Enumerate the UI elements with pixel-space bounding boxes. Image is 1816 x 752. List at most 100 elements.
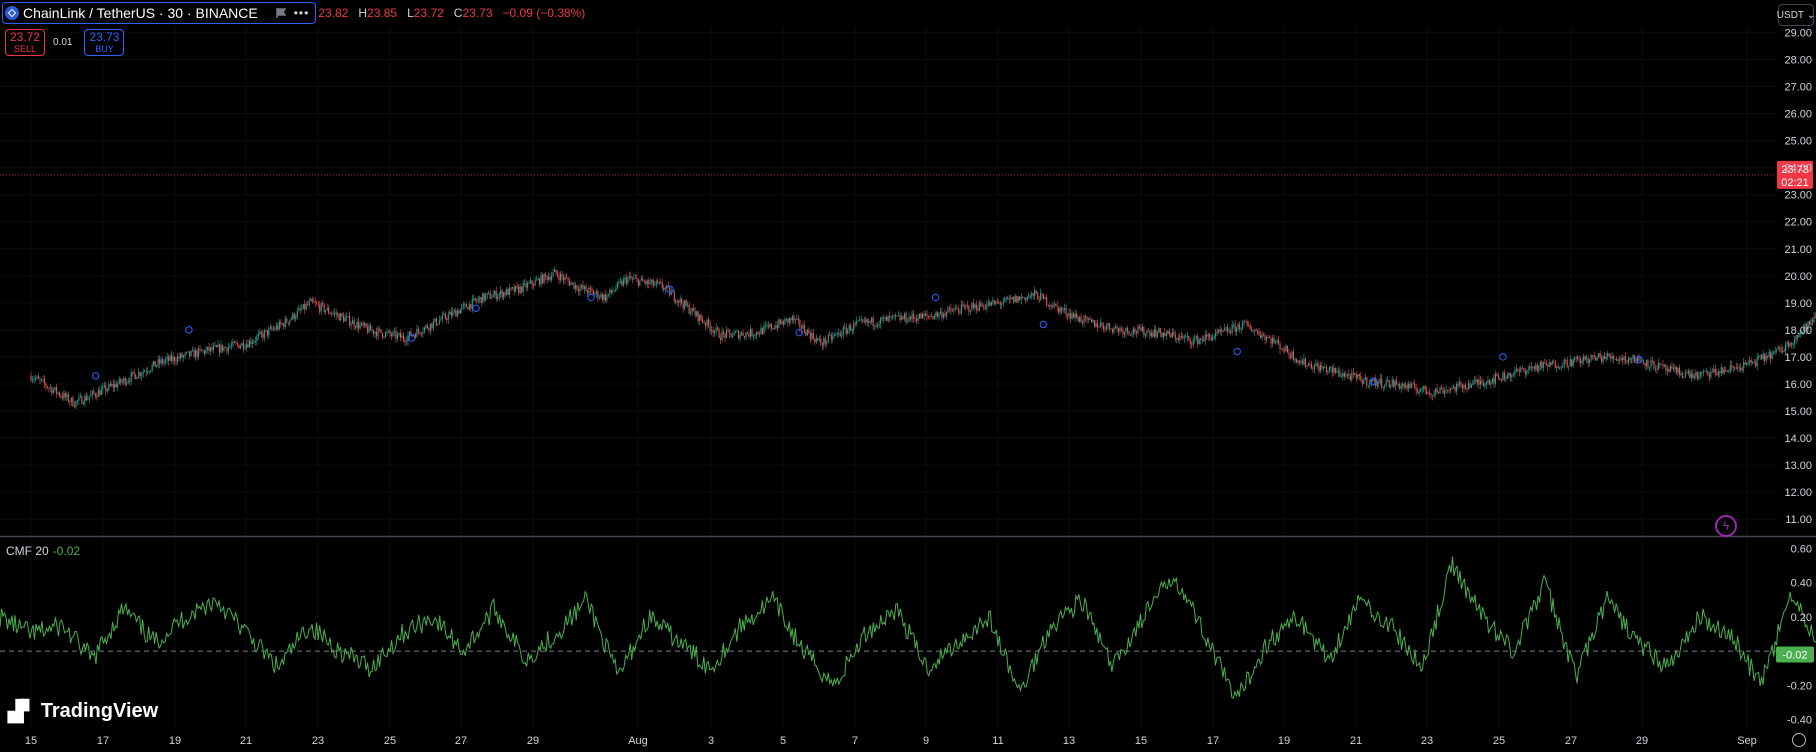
candle-body (597, 291, 599, 299)
candle-body (1206, 334, 1208, 337)
candle-body (1415, 388, 1417, 391)
buy-price: 23.73 (89, 30, 120, 44)
candle-body (1129, 334, 1131, 335)
candle-body (42, 379, 44, 381)
candle-body (441, 314, 443, 320)
candle-body (1271, 337, 1274, 344)
candle-body (533, 284, 535, 286)
candle-body (235, 342, 237, 344)
candle-body (1509, 372, 1511, 378)
indicator-legend[interactable]: CMF 20 -0.02 (6, 544, 80, 558)
candle-body (1584, 355, 1586, 360)
candle-body (1388, 379, 1390, 388)
candle-body (211, 347, 213, 350)
time-tick-label: 9 (923, 735, 929, 747)
candle-body (1007, 297, 1009, 300)
candle-body (1207, 334, 1209, 337)
candle-body (908, 316, 910, 322)
candle-body (543, 273, 545, 284)
time-axis[interactable]: 15 17 19 21 23 25 27 29 Aug 3 5 7 9 11 13 15 17 19 21 23 25 2… (25, 735, 1757, 747)
candle-body (446, 318, 448, 320)
currency-button[interactable]: USDT ⌄ (1777, 4, 1815, 26)
candle-body (519, 286, 521, 294)
candle-body (1113, 327, 1115, 333)
candle-body (1560, 367, 1562, 369)
candle-body (567, 278, 569, 281)
candle-body (1201, 338, 1203, 340)
gear-icon[interactable] (1792, 733, 1806, 747)
candle-body (1330, 367, 1332, 368)
candle-body (1361, 380, 1363, 384)
ohlc-values: 23.82 H23.85 L23.72 C23.73 −0.09 (−0.38%… (318, 6, 585, 20)
candle-body (862, 319, 864, 321)
candle-body (194, 350, 197, 358)
candle-body (1791, 343, 1793, 345)
candle-body (1722, 367, 1724, 374)
candle-body (139, 372, 141, 376)
candle-body (893, 315, 895, 316)
buy-button[interactable]: 23.73 BUY (84, 29, 125, 56)
sell-button[interactable]: 23.72 SELL (5, 29, 45, 56)
candle-body (1245, 320, 1247, 322)
candle-body (705, 323, 707, 326)
candle-body (1535, 365, 1537, 369)
candle-body (1467, 383, 1470, 390)
flag-icon[interactable] (275, 8, 286, 18)
candle-body (1385, 381, 1387, 386)
candle-body (1269, 337, 1271, 339)
candle-body (1707, 370, 1709, 375)
candle-body (126, 381, 128, 385)
price-axis[interactable]: 11.00 12.00 13.00 14.00 15.00 16.00 17.00 18.00… (1784, 27, 1812, 526)
candle-body (145, 371, 147, 372)
cmf-axis[interactable]: 0.60 0.40 0.20 -0.20 -0.40 (1787, 544, 1812, 727)
marker-circle (931, 293, 940, 302)
candle-body (1325, 367, 1327, 373)
symbol-selector[interactable]: ChainLink / TetherUS · 30 · BINANCE ••• (2, 2, 317, 24)
candle-body (217, 344, 219, 347)
candle-body (947, 308, 949, 313)
more-dots-icon[interactable]: ••• (293, 6, 310, 20)
candle-body (1298, 360, 1301, 363)
candle-body (734, 331, 737, 333)
candle-body (583, 286, 586, 289)
candle-body (770, 324, 772, 329)
candle-body (615, 288, 617, 291)
candle-body (488, 292, 490, 294)
candle-body (1512, 374, 1514, 376)
candle-body (717, 327, 719, 330)
candle-body (910, 316, 912, 320)
candle-body (144, 371, 146, 372)
chainlink-icon (5, 6, 19, 20)
candle-body (694, 311, 696, 316)
candle-body (31, 379, 34, 381)
candle-body (489, 292, 491, 299)
lightning-icon[interactable]: ϟ (1715, 515, 1737, 537)
candle-body (708, 319, 710, 325)
candle-body (192, 349, 194, 351)
candle-body (923, 313, 925, 316)
candle-body (1316, 363, 1318, 366)
candle-body (269, 327, 271, 329)
candle-body (1197, 336, 1199, 345)
candle-body (1485, 382, 1487, 385)
candle-body (141, 374, 143, 376)
candle-body (381, 333, 384, 337)
candle-body (640, 278, 642, 281)
candle-body (775, 325, 777, 329)
candle-body (1647, 359, 1649, 368)
candle-body (305, 304, 307, 310)
candle-body (491, 297, 493, 299)
time-tick-label: 25 (1493, 735, 1505, 747)
candle-body (785, 318, 787, 320)
candle-body (1614, 358, 1616, 360)
candle-body (408, 331, 410, 336)
candle-body (812, 332, 814, 339)
candle-body (132, 371, 134, 373)
countdown-label: 02:21 (1781, 177, 1809, 189)
candle-body (800, 327, 802, 329)
tradingview-logo[interactable]: ▟▘ TradingView (8, 699, 158, 724)
candle-body (355, 326, 357, 328)
candle-body (1183, 336, 1185, 339)
candle-body (1255, 330, 1257, 332)
